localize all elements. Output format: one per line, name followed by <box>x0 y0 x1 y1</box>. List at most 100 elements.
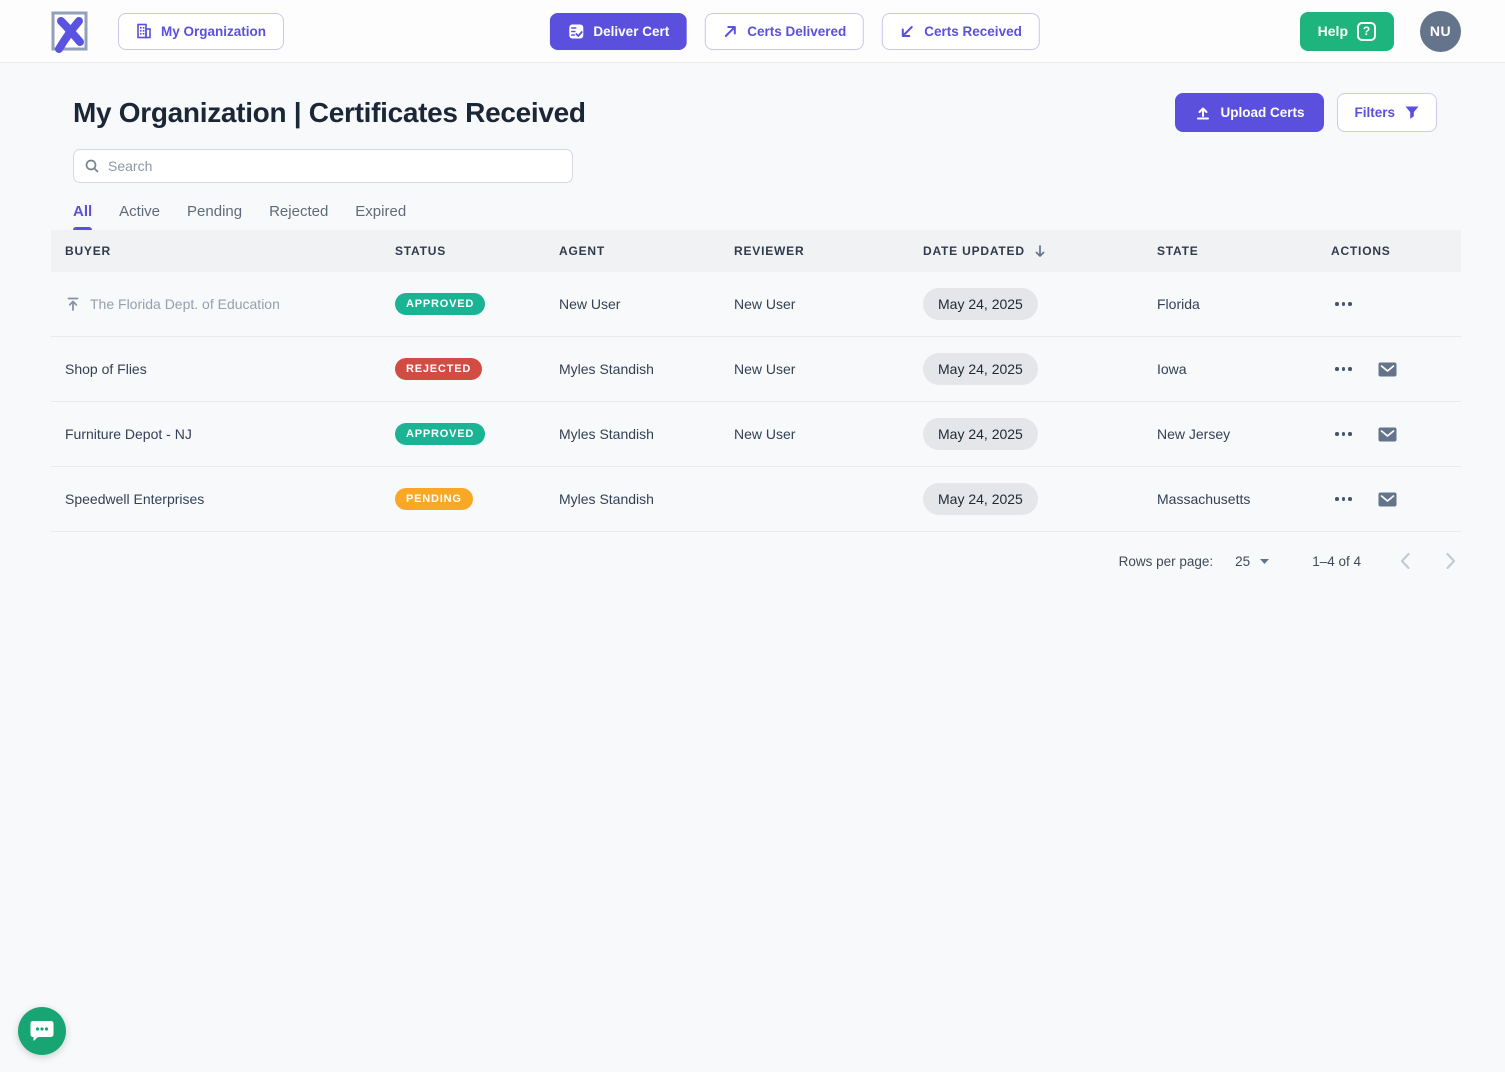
deliver-cert-label: Deliver Cert <box>593 23 670 39</box>
date-updated-chip: May 24, 2025 <box>923 483 1038 515</box>
actions-cell <box>1317 423 1461 446</box>
status-badge: REJECTED <box>395 358 483 380</box>
buyer-name: Shop of Flies <box>65 361 147 377</box>
actions-cell <box>1317 488 1461 511</box>
state-cell: Florida <box>1143 296 1317 312</box>
email-button[interactable] <box>1374 488 1401 511</box>
my-organization-button[interactable]: My Organization <box>118 12 285 50</box>
filters-button[interactable]: Filters <box>1337 93 1437 132</box>
previous-page-button[interactable] <box>1395 548 1415 574</box>
table-row[interactable]: Speedwell Enterprises PENDING Myles Stan… <box>51 467 1461 532</box>
table-body: The Florida Dept. of Education APPROVED … <box>51 272 1461 532</box>
buyer-cell: Speedwell Enterprises <box>51 491 381 507</box>
column-header-reviewer[interactable]: Reviewer <box>734 244 805 258</box>
reviewer-cell: New User <box>720 426 909 442</box>
date-updated-chip: May 24, 2025 <box>923 418 1038 450</box>
reviewer-name: New User <box>734 361 796 377</box>
buyer-name: Speedwell Enterprises <box>65 491 205 507</box>
certs-delivered-label: Certs Delivered <box>747 23 847 39</box>
rows-per-page-value: 25 <box>1235 553 1251 569</box>
agent-name: New User <box>559 296 621 312</box>
tab-all[interactable]: All <box>73 203 93 230</box>
building-icon <box>137 23 151 39</box>
tab-pending[interactable]: Pending <box>187 203 243 220</box>
caret-down-icon <box>1260 558 1270 564</box>
column-header-buyer[interactable]: Buyer <box>65 244 112 258</box>
tab-expired[interactable]: Expired <box>355 203 407 220</box>
ellipsis-icon <box>1335 367 1352 371</box>
ellipsis-icon <box>1335 432 1352 436</box>
upload-certs-button[interactable]: Upload Certs <box>1175 93 1325 132</box>
certificates-table: Buyer Status Agent Reviewer Date Updated… <box>51 230 1461 532</box>
certs-received-button[interactable]: Certs Received <box>882 12 1040 50</box>
status-tabs: All Active Pending Rejected Expired <box>73 203 1505 230</box>
sort-desc-icon <box>1035 245 1045 257</box>
status-badge: PENDING <box>395 488 473 510</box>
pagination: Rows per page: 25 1–4 of 4 <box>0 548 1461 574</box>
rows-per-page-select[interactable]: 25 <box>1235 554 1270 569</box>
ellipsis-icon <box>1335 302 1352 306</box>
app-logo[interactable] <box>48 9 90 53</box>
agent-name: Myles Standish <box>559 361 654 377</box>
status-cell: APPROVED <box>381 423 545 445</box>
status-cell: PENDING <box>381 488 545 510</box>
next-page-button[interactable] <box>1441 548 1461 574</box>
arrow-down-left-icon <box>902 25 914 37</box>
table-row[interactable]: Furniture Depot - NJ APPROVED Myles Stan… <box>51 402 1461 467</box>
email-button[interactable] <box>1374 358 1401 381</box>
tab-active[interactable]: Active <box>119 203 161 220</box>
filters-label: Filters <box>1354 105 1395 120</box>
chat-launcher-button[interactable] <box>18 1007 66 1055</box>
row-menu-button[interactable] <box>1331 363 1356 375</box>
state-name: New Jersey <box>1157 426 1231 442</box>
filter-funnel-icon <box>1405 106 1419 119</box>
email-button[interactable] <box>1374 423 1401 446</box>
state-cell: Iowa <box>1143 361 1317 377</box>
chevron-left-icon <box>1400 552 1410 570</box>
publish-upload-icon <box>67 297 79 311</box>
date-updated-chip: May 24, 2025 <box>923 288 1038 320</box>
tab-rejected[interactable]: Rejected <box>269 203 329 220</box>
actions-cell <box>1317 293 1461 316</box>
upload-icon <box>1197 107 1210 119</box>
pagination-range: 1–4 of 4 <box>1312 553 1361 569</box>
page-title: My Organization | Certificates Received <box>73 96 586 128</box>
column-header-date-updated[interactable]: Date Updated <box>909 244 1143 258</box>
date-updated-cell: May 24, 2025 <box>909 353 1143 385</box>
deliver-cert-button[interactable]: Deliver Cert <box>549 12 688 50</box>
column-header-agent[interactable]: Agent <box>559 244 605 258</box>
reviewer-cell: New User <box>720 296 909 312</box>
topbar: My Organization Deliver Cert Certs Deliv… <box>0 0 1505 63</box>
certs-delivered-button[interactable]: Certs Delivered <box>705 12 865 50</box>
reviewer-cell: New User <box>720 361 909 377</box>
actions-cell <box>1317 358 1461 381</box>
buyer-name: Furniture Depot - NJ <box>65 426 192 442</box>
column-header-state[interactable]: State <box>1157 244 1199 258</box>
reviewer-name: New User <box>734 426 796 442</box>
rows-per-page-label: Rows per page: <box>1118 553 1214 569</box>
reviewer-name: New User <box>734 296 796 312</box>
column-header-status[interactable]: Status <box>395 244 447 258</box>
chat-bubble-icon <box>30 1021 54 1041</box>
envelope-icon <box>1378 427 1396 441</box>
row-menu-button[interactable] <box>1331 428 1356 440</box>
row-menu-button[interactable] <box>1331 298 1356 310</box>
envelope-icon <box>1378 362 1396 376</box>
row-menu-button[interactable] <box>1331 493 1356 505</box>
table-row[interactable]: The Florida Dept. of Education APPROVED … <box>51 272 1461 337</box>
buyer-name: The Florida Dept. of Education <box>90 296 280 312</box>
search-icon <box>85 159 99 173</box>
help-button[interactable]: Help ? <box>1299 11 1394 51</box>
state-cell: Massachusetts <box>1143 491 1317 507</box>
search-box <box>73 149 573 183</box>
date-updated-cell: May 24, 2025 <box>909 418 1143 450</box>
agent-name: Myles Standish <box>559 426 654 442</box>
buyer-cell: Shop of Flies <box>51 361 381 377</box>
search-input[interactable] <box>108 158 562 174</box>
user-avatar[interactable]: NU <box>1420 10 1461 52</box>
buyer-cell: Furniture Depot - NJ <box>51 426 381 442</box>
help-label: Help <box>1317 23 1348 39</box>
table-row[interactable]: Shop of Flies REJECTED Myles Standish Ne… <box>51 337 1461 402</box>
status-badge: APPROVED <box>395 293 486 315</box>
agent-name: Myles Standish <box>559 491 654 507</box>
